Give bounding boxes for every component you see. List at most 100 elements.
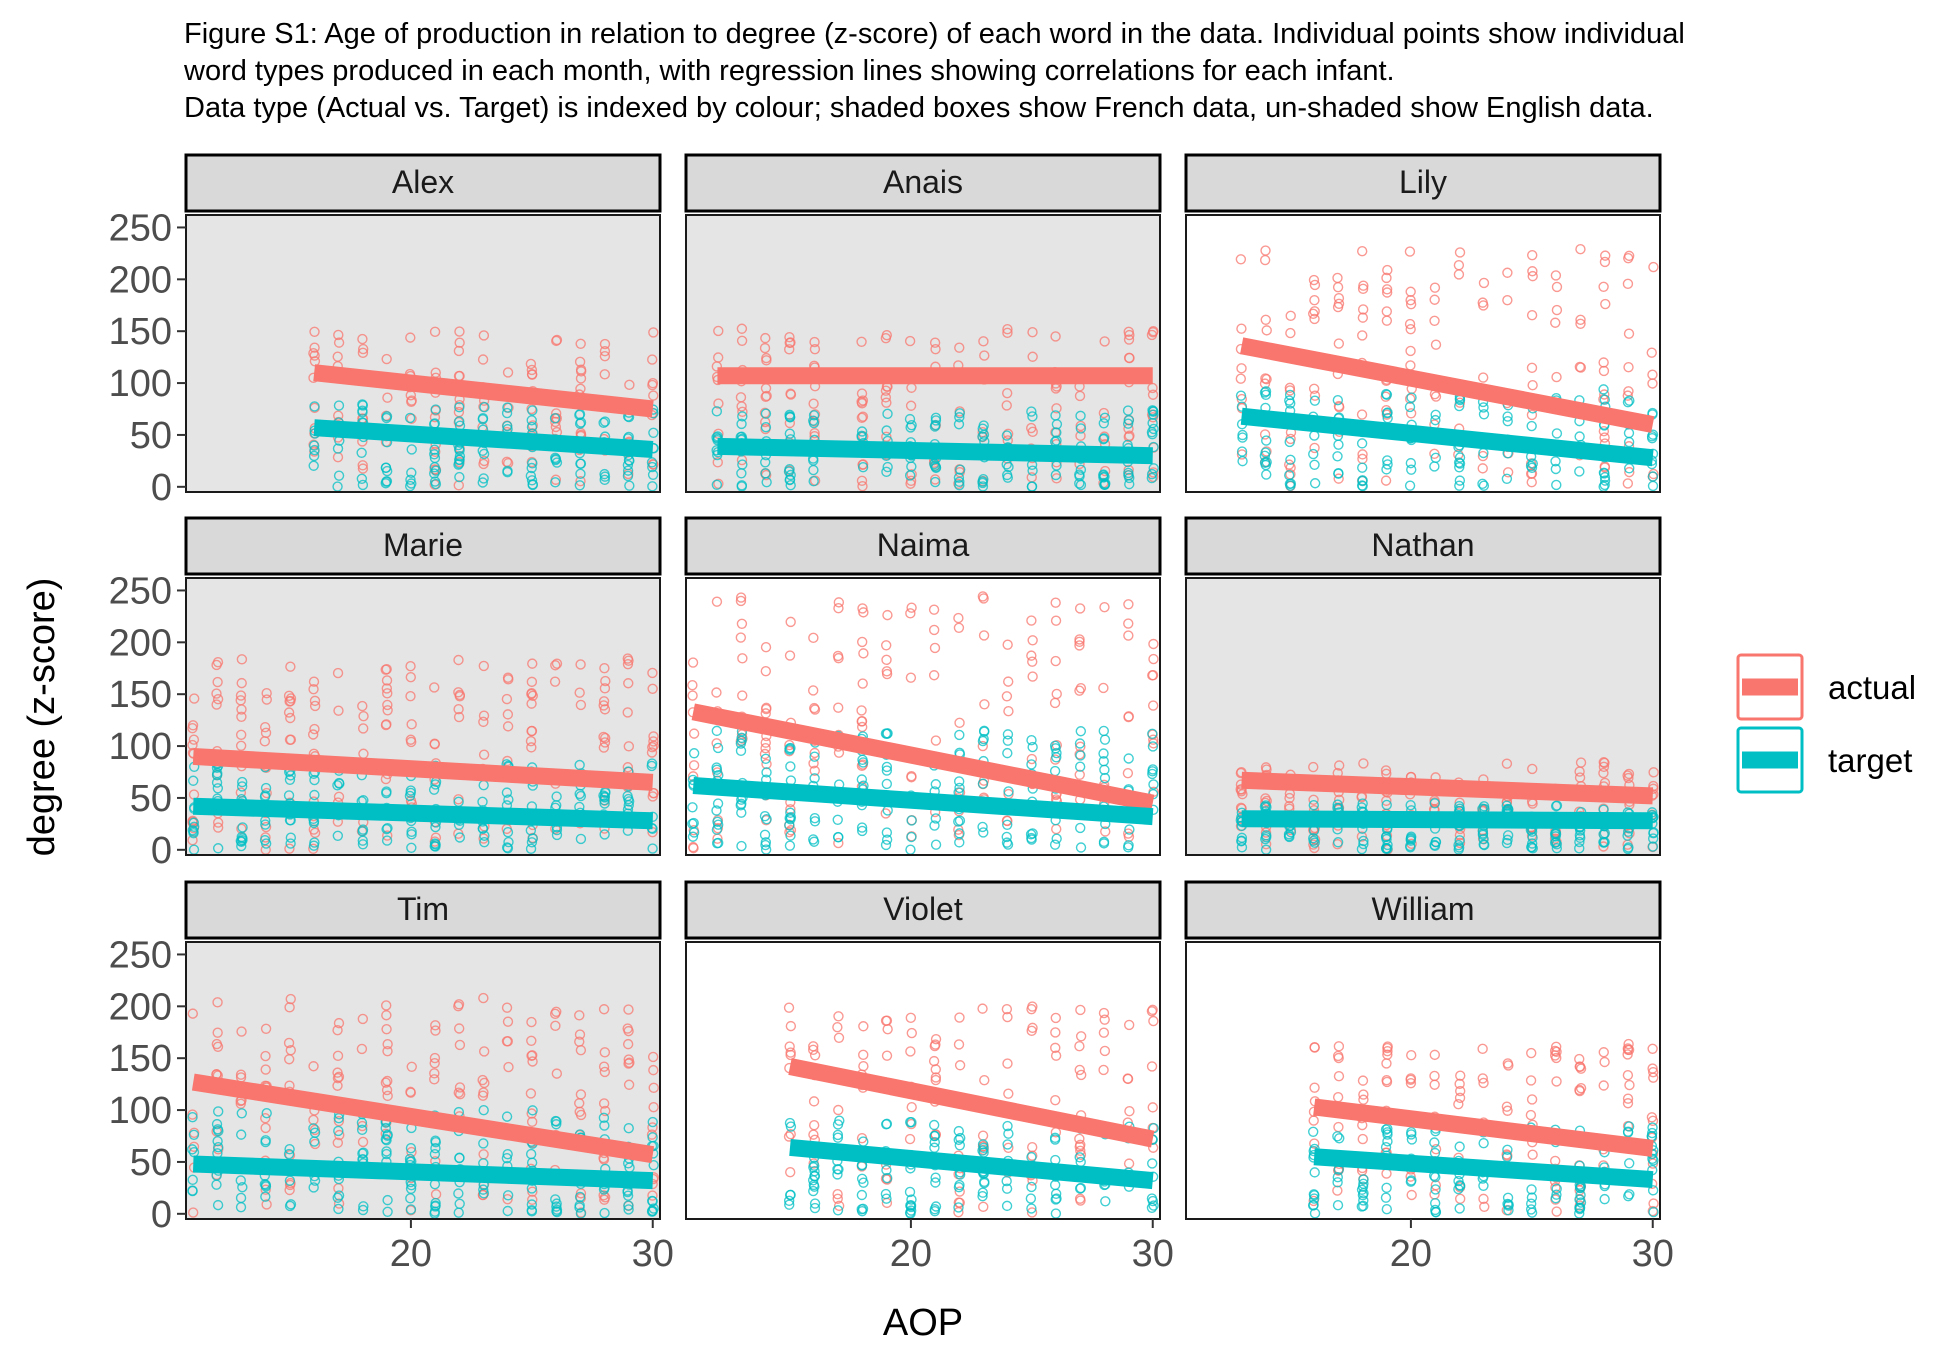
point-actual (688, 728, 700, 739)
point-actual (1003, 1088, 1014, 1099)
point-actual (904, 1133, 916, 1145)
point-target (1284, 831, 1295, 843)
point-actual (1334, 760, 1345, 771)
point-actual (930, 1129, 941, 1141)
point-target (1478, 833, 1489, 845)
point-actual (928, 1055, 940, 1067)
point-actual (857, 481, 868, 492)
point-target (430, 841, 441, 852)
regression-line-target-alex (313, 419, 654, 458)
point-actual (382, 699, 393, 711)
point-target (261, 1107, 272, 1119)
point-target (598, 1112, 610, 1124)
point-actual (1598, 1047, 1609, 1058)
panel-border-william (1185, 941, 1661, 1220)
point-actual (187, 1008, 199, 1019)
point-actual (599, 732, 611, 744)
point-target (502, 827, 514, 838)
point-actual (1333, 338, 1345, 349)
point-target (808, 410, 820, 421)
point-actual (928, 670, 940, 681)
point-target (1574, 830, 1586, 841)
point-actual (453, 711, 465, 723)
point-target (930, 1201, 942, 1212)
point-actual (285, 712, 296, 724)
point-actual (1526, 1094, 1538, 1105)
point-target (1380, 1192, 1392, 1203)
point-target (648, 1159, 659, 1171)
point-actual (954, 342, 965, 353)
point-actual (1623, 768, 1635, 780)
point-target (761, 767, 772, 778)
point-target (929, 1130, 941, 1142)
point-target (1623, 842, 1634, 853)
point-target (1261, 435, 1272, 446)
point-actual (1003, 676, 1014, 687)
point-target (906, 419, 917, 431)
point-target (1309, 459, 1320, 470)
point-actual (1622, 1049, 1633, 1060)
point-actual (1235, 373, 1247, 384)
point-target (953, 1202, 964, 1213)
point-target (832, 1129, 844, 1141)
point-target (1049, 1132, 1061, 1144)
point-actual (309, 342, 320, 353)
point-target (404, 790, 416, 802)
point-target (881, 466, 892, 478)
point-target (1074, 1183, 1086, 1194)
point-target (1285, 826, 1297, 838)
y-tick-label: 150 (109, 674, 172, 716)
point-target (1502, 1198, 1513, 1210)
point-actual (527, 690, 538, 702)
point-actual (236, 823, 247, 834)
point-target (623, 796, 635, 807)
legend-label-actual: actual (1828, 669, 1916, 706)
point-actual (688, 760, 700, 771)
y-tick-label: 200 (109, 986, 172, 1028)
point-target (1574, 836, 1585, 848)
point-target (382, 1194, 393, 1206)
point-actual (736, 401, 747, 412)
point-actual (1284, 792, 1295, 804)
point-target (525, 843, 537, 855)
point-target (711, 406, 723, 417)
point-actual (648, 327, 659, 338)
point-actual (1284, 385, 1296, 396)
point-target (380, 1122, 391, 1134)
point-target (784, 428, 796, 439)
point-target (1122, 842, 1134, 853)
point-target (1051, 427, 1062, 438)
y-tick-label: 100 (109, 363, 172, 405)
point-actual (1358, 758, 1369, 769)
regression-line-actual-tim (191, 1073, 655, 1164)
point-target (502, 1205, 513, 1217)
point-target (527, 458, 538, 469)
point-actual (1050, 655, 1061, 667)
point-actual (454, 1082, 466, 1093)
point-target (526, 1199, 538, 1210)
point-actual (1477, 297, 1488, 308)
point-actual (381, 1000, 392, 1011)
point-actual (1550, 1041, 1562, 1052)
point-actual (977, 1003, 988, 1014)
regression-line-actual-violet (788, 1058, 1155, 1148)
x-tick-label: 20 (1390, 1233, 1432, 1275)
point-actual (1622, 1070, 1634, 1081)
point-actual (713, 478, 724, 490)
point-target (954, 412, 965, 423)
point-actual (1123, 618, 1134, 629)
point-actual (478, 330, 490, 341)
point-target (1098, 472, 1109, 483)
point-target (358, 1201, 369, 1212)
point-target (1429, 1137, 1440, 1148)
point-actual (711, 596, 723, 607)
point-actual (735, 632, 747, 643)
point-actual (1308, 383, 1320, 395)
point-target (1026, 832, 1037, 844)
point-actual (687, 679, 698, 691)
point-actual (648, 1102, 659, 1113)
point-actual (832, 1188, 843, 1200)
point-target (598, 417, 609, 429)
point-actual (1382, 264, 1393, 276)
